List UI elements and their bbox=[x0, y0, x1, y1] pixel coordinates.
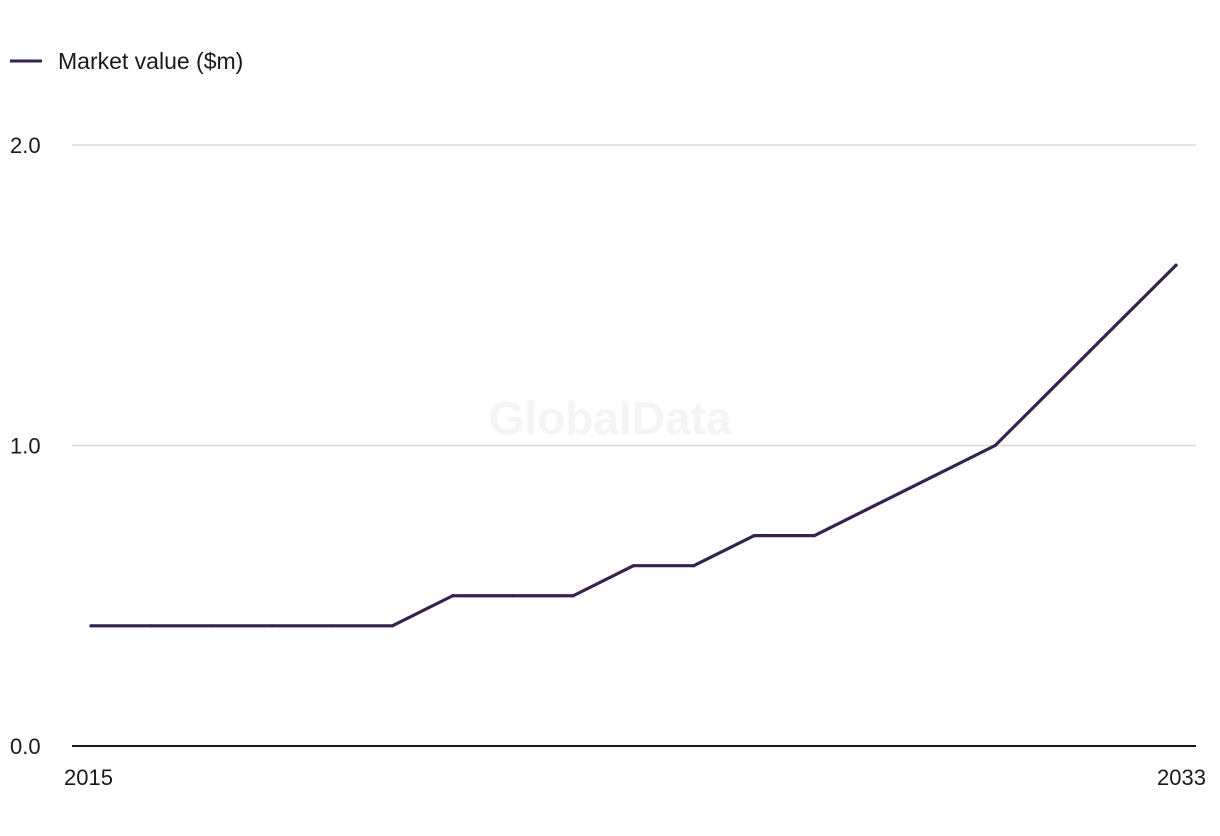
y-tick-label: 0.0 bbox=[10, 734, 41, 759]
data-point bbox=[149, 624, 153, 628]
legend: Market value ($m) bbox=[10, 48, 243, 74]
data-point bbox=[993, 443, 997, 448]
data-point bbox=[631, 564, 636, 568]
data-point bbox=[1174, 263, 1178, 267]
data-point bbox=[812, 534, 816, 538]
data-point bbox=[933, 473, 937, 478]
data-point bbox=[330, 624, 334, 628]
data-point bbox=[209, 624, 214, 628]
data-point bbox=[752, 534, 756, 538]
data-point bbox=[571, 594, 575, 598]
data-point bbox=[1114, 323, 1118, 327]
data-point bbox=[692, 564, 696, 568]
data-point bbox=[270, 624, 274, 628]
data-point bbox=[511, 594, 515, 598]
x-axis-tick-labels: 2015 2033 bbox=[64, 765, 1206, 790]
gridlines bbox=[72, 144, 1196, 447]
data-point bbox=[390, 624, 394, 628]
y-tick-label: 1.0 bbox=[10, 434, 41, 459]
series-group bbox=[89, 263, 1178, 628]
x-tick-label: 2033 bbox=[1157, 765, 1206, 790]
watermark-text: GlobalData bbox=[489, 392, 732, 444]
data-point bbox=[1053, 383, 1058, 387]
legend-label-market-value: Market value ($m) bbox=[58, 48, 243, 74]
data-point bbox=[873, 504, 877, 508]
y-axis-tick-labels: 0.0 1.0 2.0 bbox=[10, 133, 41, 759]
y-tick-label: 2.0 bbox=[10, 133, 41, 158]
x-tick-label: 2015 bbox=[64, 765, 113, 790]
data-point bbox=[89, 624, 93, 628]
data-point bbox=[451, 594, 455, 598]
